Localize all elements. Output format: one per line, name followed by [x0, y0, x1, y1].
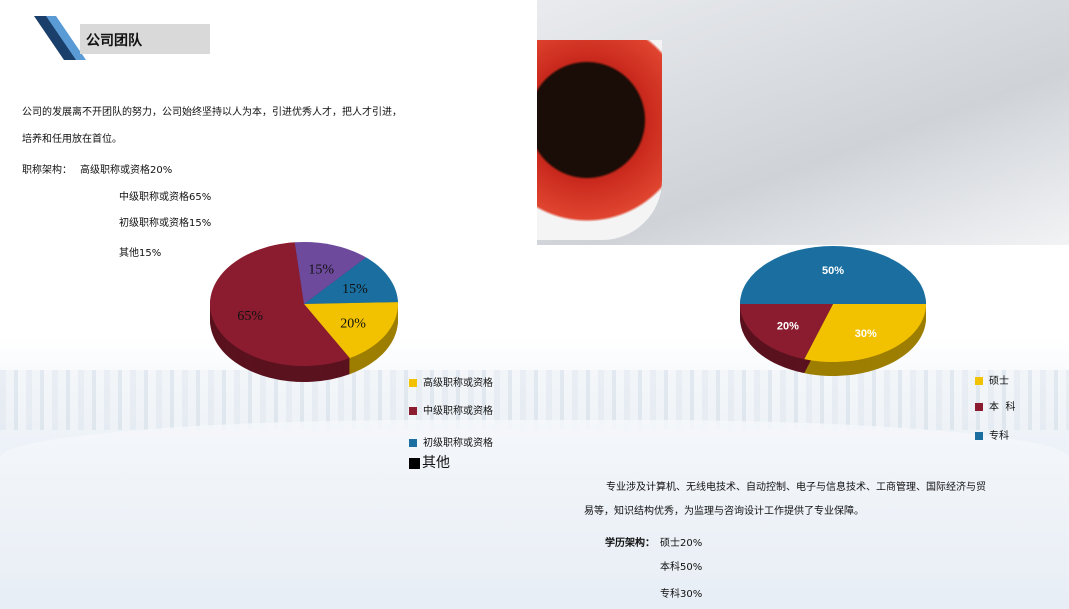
title-structure-label: 职称架构： — [22, 165, 72, 176]
legend-swatch — [975, 403, 983, 411]
legend-item: 初级职称或资格 — [409, 434, 493, 449]
edu-structure-item: 专科30% — [660, 589, 703, 600]
title-structure-item: 高级职称或资格20% — [80, 165, 173, 176]
pie-data-label: 20% — [340, 316, 366, 331]
intro-line-1: 公司的发展离不开团队的努力，公司始终坚持以人为本，引进优秀人才，把人才引进， — [22, 107, 402, 118]
legend-label: 本 科 — [989, 402, 1016, 413]
intro-line-2: 培养和任用放在首位。 — [22, 134, 122, 145]
pie-slice-高级职称或资格 — [304, 302, 398, 359]
legend-swatch — [975, 377, 983, 385]
edu-text-line-2: 易等，知识结构优秀，为监理与咨询设计工作提供了专业保障。 — [584, 506, 864, 517]
legend-swatch — [409, 457, 420, 469]
pie-slice-本科 — [740, 304, 833, 360]
legend-swatch — [409, 439, 417, 447]
paper-scroll-background — [0, 420, 1069, 609]
coffee-cup-photo — [537, 40, 662, 240]
legend-item: 高级职称或资格 — [409, 374, 493, 389]
legend-label: 专科 — [989, 431, 1009, 442]
legend-swatch — [409, 407, 417, 415]
title-structure-item: 中级职称或资格65% — [119, 192, 212, 203]
pie-slice-中级职称或资格 — [209, 242, 350, 366]
legend-item: 本 科 — [975, 398, 1015, 413]
pie-slice-其他 — [294, 242, 367, 304]
edu-structure-item: 硕士20% — [660, 538, 703, 549]
pie-data-label: 50% — [822, 265, 844, 277]
legend-item: 其他 — [409, 452, 450, 472]
legend-label: 硕士 — [989, 376, 1009, 387]
pie-data-label: 30% — [855, 328, 877, 340]
title-decoration-icon — [34, 16, 86, 60]
pie-slice-专科 — [740, 246, 926, 304]
legend-swatch — [409, 379, 417, 387]
legend-label: 高级职称或资格 — [423, 378, 493, 389]
legend-item: 中级职称或资格 — [409, 402, 493, 417]
pie-data-label: 20% — [777, 320, 799, 332]
edu-text-line-1: 专业涉及计算机、无线电技术、自动控制、电子与信息技术、工商管理、国际经济与贸 — [606, 482, 986, 493]
legend-swatch — [975, 432, 983, 440]
pie-slice-初级职称或资格 — [304, 257, 398, 304]
title-structure-item: 初级职称或资格15% — [119, 218, 212, 229]
legend-label: 中级职称或资格 — [423, 406, 493, 417]
legend-item: 专科 — [975, 427, 1009, 442]
edu-structure-label: 学历架构： — [605, 538, 655, 549]
pie-data-label: 15% — [308, 263, 334, 278]
legend-label: 初级职称或资格 — [423, 438, 493, 449]
page-title: 公司团队 — [86, 33, 142, 49]
pie-data-label: 65% — [237, 309, 263, 324]
legend-label: 其他 — [422, 455, 450, 471]
title-structure-item: 其他15% — [119, 248, 162, 259]
pie-slice-硕士 — [804, 304, 926, 362]
pie-data-label: 15% — [342, 282, 368, 297]
title-bar — [80, 24, 210, 54]
legend-item: 硕士 — [975, 372, 1009, 387]
edu-structure-item: 本科50% — [660, 562, 703, 573]
